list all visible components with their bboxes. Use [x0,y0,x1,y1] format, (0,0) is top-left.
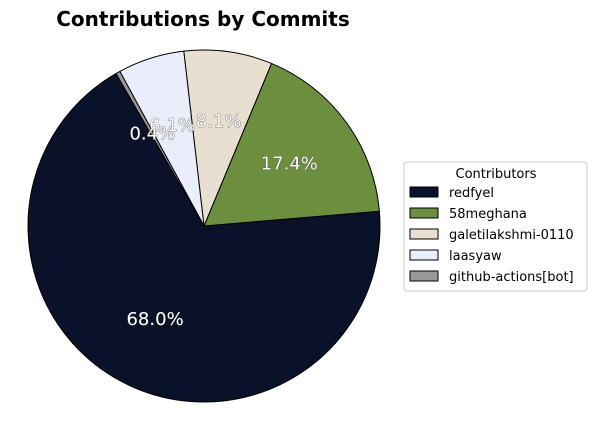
legend-label-laasyaw: laasyaw [449,249,502,264]
legend-items: redfyel 58meghana galetilakshmi-0110 laasya… [409,186,574,285]
slice-label-redfyel: 68.0% [126,309,183,330]
legend-swatch-galetilakshmi-0110 [409,228,439,240]
slice-label-github-actions-bot: 0.4% [129,123,175,144]
pie-slice-redfyel [27,72,381,403]
chart-legend: Contributors redfyel 58meghana galetilaksh… [403,161,588,292]
legend-swatch-github-actions-bot [409,270,439,282]
legend-swatch-58meghana [409,207,439,219]
legend-frame [403,161,588,292]
legend-swatch-laasyaw [409,249,439,261]
pie-slices [27,49,381,403]
legend-label-redfyel: redfyel [449,186,494,201]
legend-label-galetilakshmi-0110: galetilakshmi-0110 [449,228,574,243]
pie-slice-58meghana [203,62,380,227]
slice-label-58meghana: 17.4% [261,153,318,174]
slice-label-galetilakshmi-0110: 8.1% [196,111,242,132]
legend-swatch-redfyel [409,186,439,198]
chart-title: Contributions by Commits [56,7,350,31]
pie-slice-galetilakshmi-0110 [183,49,273,228]
slice-label-laasyaw: 6.1% [149,115,195,136]
legend-title: Contributors [456,167,537,182]
legend-label-58meghana: 58meghana [449,207,527,222]
pie-slice-github-actions-bot [115,70,205,227]
pie-slice-labels: 68.0% 17.4% 8.1%6.1%0.4% [126,111,318,331]
legend-label-github-actions-bot: github-actions[bot] [449,270,574,285]
